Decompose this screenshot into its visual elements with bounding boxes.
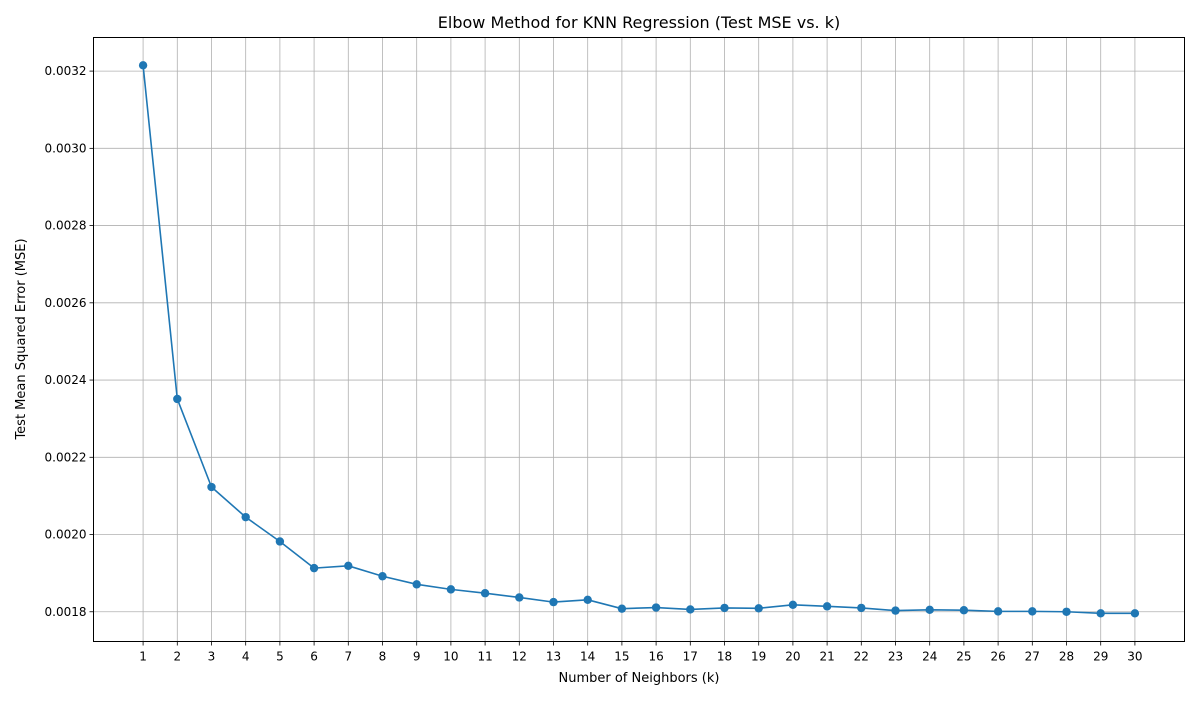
x-tick-label: 28 — [1059, 650, 1074, 664]
data-point — [515, 593, 524, 602]
data-point — [925, 605, 934, 615]
x-tick-label: 6 — [310, 650, 318, 664]
x-tick-label: 10 — [443, 650, 458, 664]
data-point — [959, 606, 969, 615]
x-tick-label: 22 — [854, 650, 869, 664]
data-point — [1062, 607, 1071, 616]
data-point — [583, 595, 592, 604]
y-tick-label: 0.0032 — [45, 64, 87, 78]
data-point — [822, 602, 832, 611]
x-tick-label: 4 — [242, 650, 250, 664]
y-tick-label: 0.0026 — [45, 296, 87, 310]
y-tick-label: 0.0028 — [45, 219, 87, 233]
series-path — [142, 65, 1135, 615]
data-point — [241, 512, 250, 522]
x-tick-label: 25 — [956, 650, 971, 664]
y-axis-label: Test Mean Squared Error (MSE) — [14, 238, 29, 440]
data-point — [173, 394, 182, 404]
data-point — [309, 563, 319, 573]
data-point — [1096, 609, 1105, 618]
data-point — [993, 607, 1003, 616]
x-tick-label: 3 — [208, 650, 216, 664]
x-tick-label: 2 — [173, 650, 181, 664]
grid-lines — [93, 37, 1185, 642]
x-tick-label: 19 — [751, 650, 766, 664]
series-line — [142, 65, 1135, 615]
y-tick-label: 0.0024 — [45, 373, 87, 387]
x-tick-label: 24 — [922, 650, 937, 664]
x-tick-label: 1 — [139, 650, 147, 664]
data-point — [344, 561, 353, 571]
data-point — [788, 600, 798, 610]
x-tick-label: 21 — [819, 650, 834, 664]
data-point — [207, 482, 216, 492]
data-point — [549, 597, 558, 607]
x-axis-label: Number of Neighbors (k) — [559, 671, 720, 686]
data-point — [891, 606, 900, 615]
x-tick-label: 23 — [888, 650, 903, 664]
data-point — [686, 605, 695, 614]
x-tick-label: 29 — [1093, 650, 1108, 664]
x-tick-label: 18 — [717, 650, 732, 664]
data-point — [138, 61, 148, 70]
x-tick-label: 26 — [990, 650, 1005, 664]
data-point — [720, 603, 729, 613]
data-point — [378, 572, 387, 581]
x-tick-label: 9 — [413, 650, 421, 664]
x-tick-label: 20 — [785, 650, 800, 664]
x-tick-label: 14 — [580, 650, 595, 664]
y-tick-label: 0.0030 — [45, 141, 87, 155]
y-tick-label: 0.0020 — [45, 528, 87, 542]
data-point — [1028, 607, 1037, 616]
data-point — [857, 603, 866, 613]
data-point — [446, 585, 456, 594]
data-point — [754, 604, 763, 613]
x-tick-label: 5 — [276, 650, 284, 664]
x-axis-ticks: 1 2 3 4 5 6 7 8 9 10 11 12 13 14 15 16 17 18 19 20 21 22 23 24 2… — [139, 641, 1143, 664]
y-tick-label: 0.0018 — [45, 605, 87, 619]
x-tick-label: 15 — [614, 650, 629, 664]
x-tick-label: 30 — [1127, 650, 1142, 664]
data-point — [275, 537, 285, 546]
plot-frame — [93, 37, 1185, 642]
x-tick-label: 16 — [648, 650, 663, 664]
x-tick-label: 12 — [512, 650, 527, 664]
data-point — [651, 603, 661, 612]
y-axis-ticks: 0.0018 0.0020 0.0022 0.0024 0.0026 0.0028 0.00… — [45, 64, 94, 619]
x-tick-label: 11 — [477, 650, 492, 664]
chart-title: Elbow Method for KNN Regression (Test MS… — [438, 13, 840, 32]
x-tick-label: 13 — [546, 650, 561, 664]
data-point — [1130, 609, 1140, 618]
series-markers — [138, 61, 1140, 618]
x-tick-label: 8 — [379, 650, 387, 664]
x-tick-label: 17 — [683, 650, 698, 664]
x-tick-label: 27 — [1025, 650, 1040, 664]
data-point — [617, 604, 627, 613]
data-point — [412, 580, 421, 589]
x-tick-label: 7 — [344, 650, 352, 664]
y-tick-label: 0.0022 — [45, 450, 87, 464]
data-point — [480, 589, 490, 598]
